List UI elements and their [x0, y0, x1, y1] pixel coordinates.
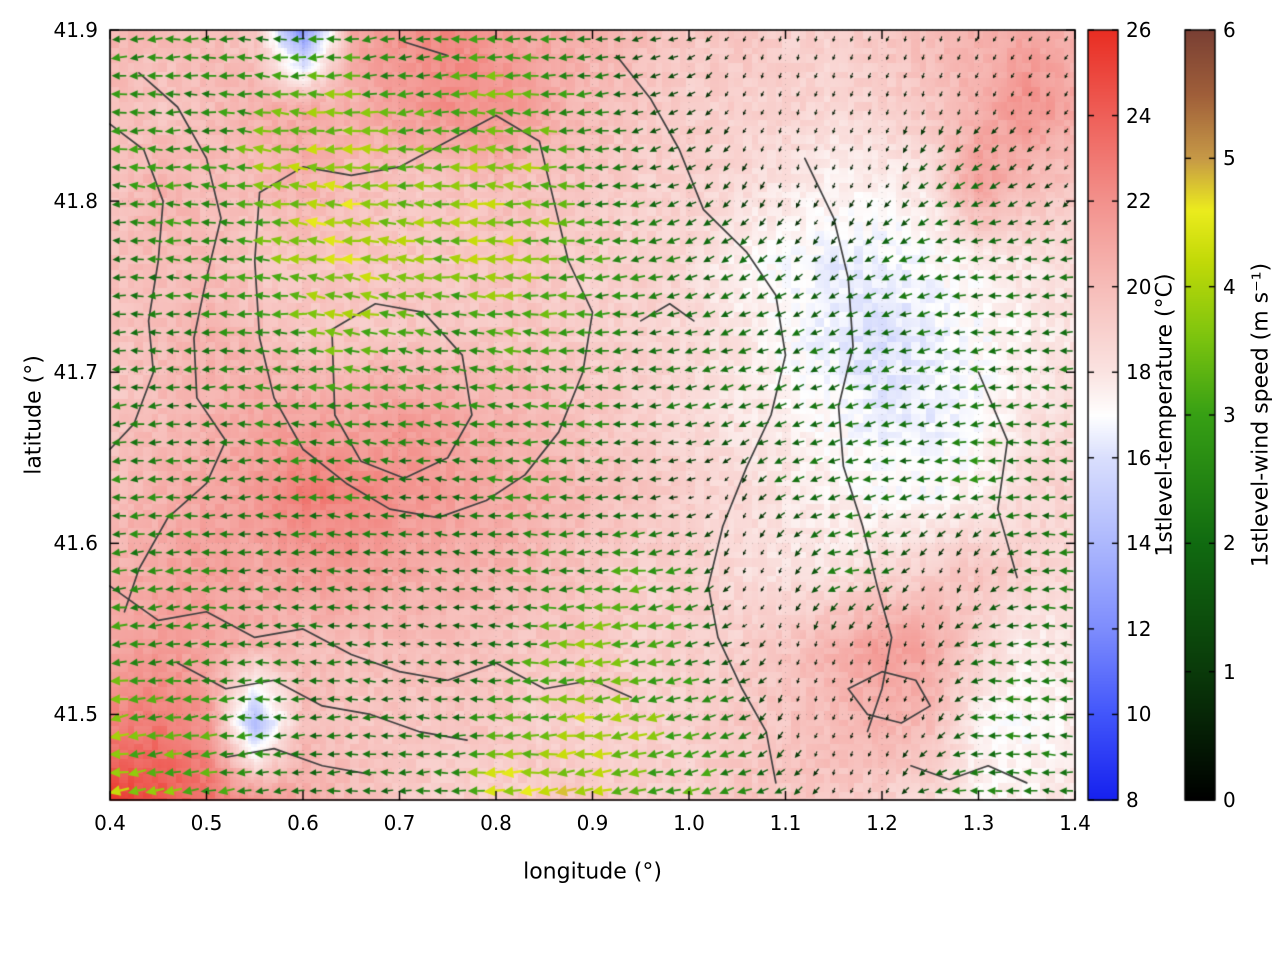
- wind-cb-tick-label: 0: [1223, 788, 1236, 812]
- y-tick-label: 41.8: [53, 189, 98, 214]
- x-tick-label: 1.4: [1059, 811, 1091, 835]
- x-tick-label: 0.9: [576, 811, 609, 835]
- x-tick-label: 0.4: [94, 811, 126, 835]
- temp-cb-tick-label: 20: [1126, 274, 1152, 299]
- wind-cb-tick-label: 4: [1223, 274, 1236, 299]
- temp-cb-tick-label: 18: [1126, 360, 1152, 385]
- wind-cb-tick-label: 1: [1223, 659, 1236, 684]
- temp-cb-tick-label: 26: [1126, 18, 1152, 42]
- wind-cb-tick-label: 6: [1223, 18, 1236, 42]
- x-tick-label: 1.2: [866, 811, 898, 835]
- x-tick-label: 1.0: [673, 811, 705, 835]
- x-tick-label: 1.1: [769, 811, 802, 835]
- x-tick-label: 0.5: [190, 811, 223, 835]
- y-tick-label: 41.6: [53, 531, 98, 556]
- y-axis-label: latitude (°): [21, 355, 47, 475]
- wind-cb-tick-label: 5: [1223, 146, 1236, 171]
- temp-cb-tick-label: 24: [1126, 103, 1152, 128]
- temp-cb-tick-label: 12: [1126, 616, 1152, 641]
- y-tick-label: 41.9: [53, 18, 98, 42]
- x-axis-label: longitude (°): [523, 859, 662, 885]
- wind-cb-tick-label: 3: [1223, 403, 1236, 427]
- temp-cb-tick-label: 8: [1126, 788, 1139, 812]
- wind-cb-tick-label: 2: [1223, 531, 1236, 556]
- y-tick-label: 41.7: [53, 360, 98, 385]
- temp-cb-tick-label: 14: [1126, 531, 1152, 556]
- x-tick-label: 0.8: [480, 811, 512, 835]
- x-tick-label: 0.6: [287, 811, 319, 835]
- x-tick-label: 0.7: [383, 811, 416, 835]
- wind-colorbar-label: 1stlevel-wind speed (m s⁻¹): [1248, 262, 1274, 568]
- temp-cb-tick-label: 16: [1126, 445, 1152, 470]
- temp-cb-tick-label: 10: [1126, 702, 1152, 727]
- temp-colorbar-label: 1stlevel-temperature (°C): [1152, 273, 1178, 557]
- x-tick-label: 1.3: [962, 811, 995, 835]
- y-tick-label: 41.5: [53, 702, 98, 727]
- temp-cb-tick-label: 22: [1126, 189, 1152, 214]
